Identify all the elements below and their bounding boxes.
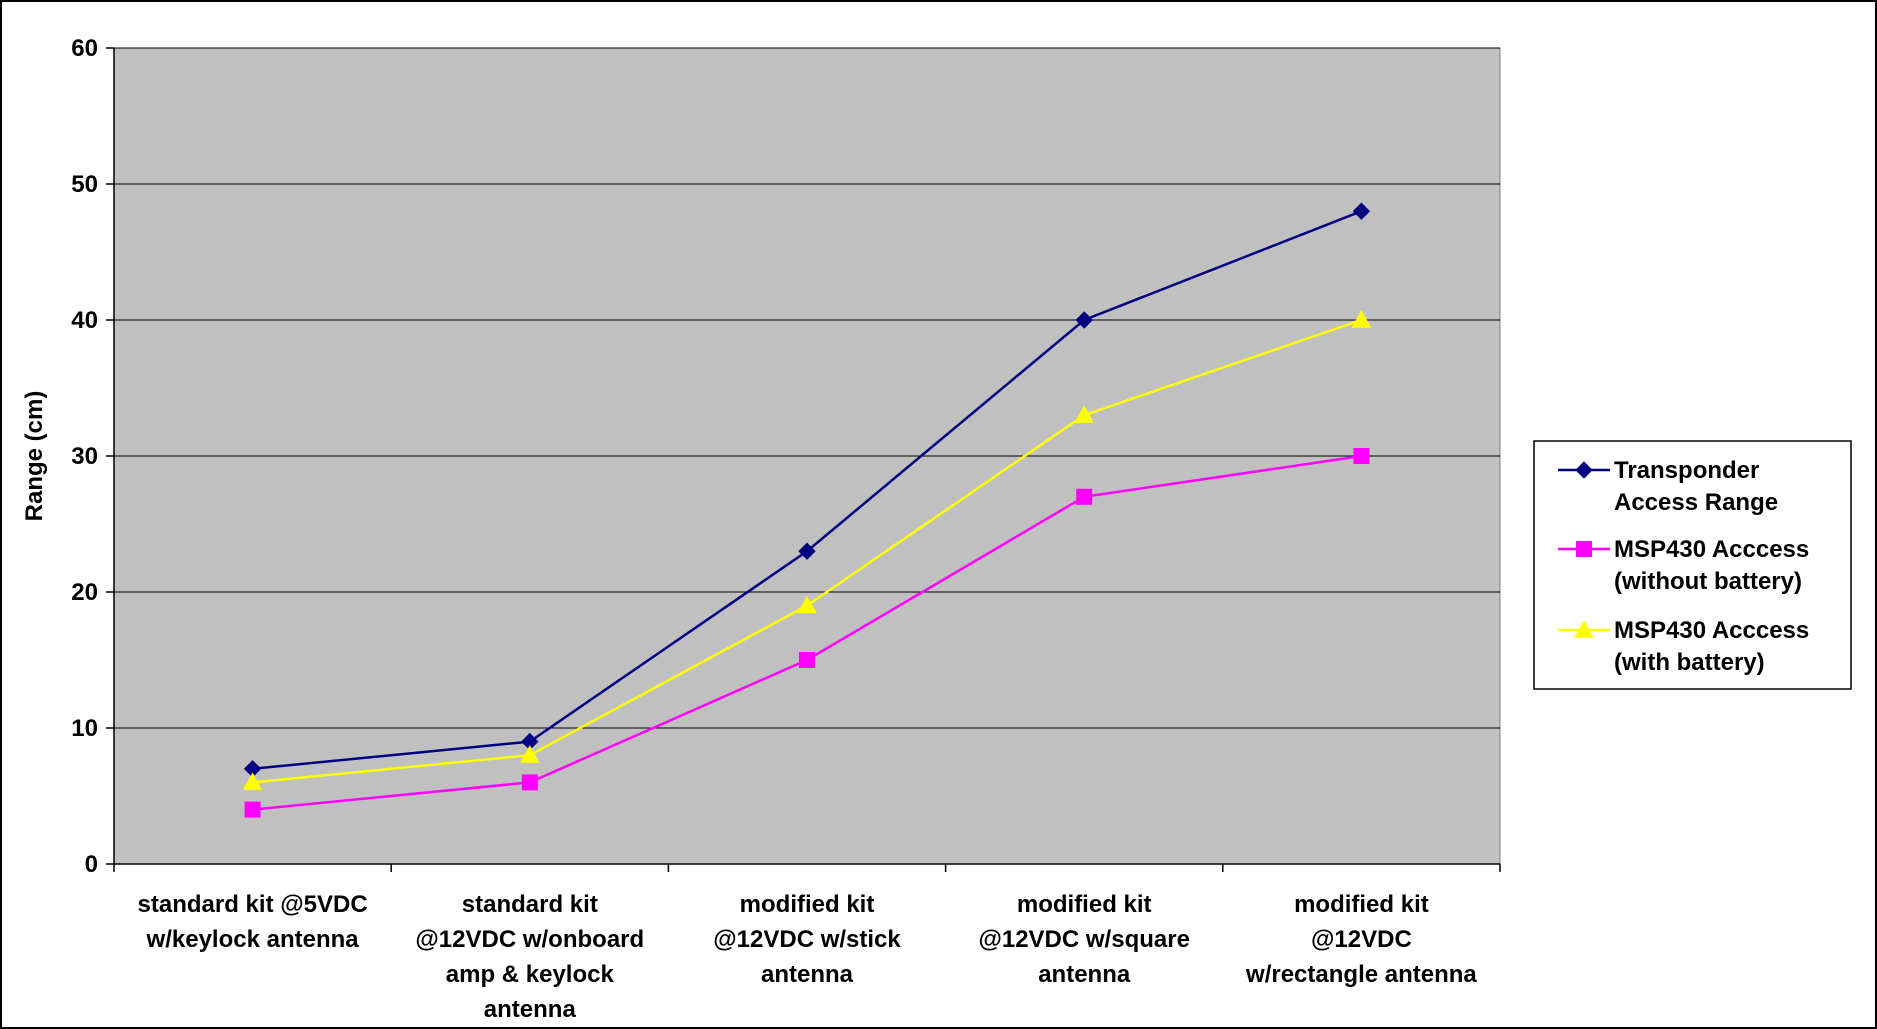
y-tick-label: 20: [71, 579, 98, 606]
x-tick-label: standard kit @5VDC w/keylock antenna: [138, 891, 368, 953]
data-point-square: [1076, 488, 1093, 505]
axes: 0 10 20 30 40 50 60 standard kit @5VDC w/keylock…: [21, 35, 1501, 1023]
series-2: [244, 448, 1370, 818]
y-tick-label: 60: [71, 35, 98, 62]
data-point-square: [244, 801, 261, 818]
gridlines: [114, 47, 1500, 729]
legend-marker-diamond: [1575, 461, 1593, 479]
x-tick-label: modified kit @12VDC w/rectangle antenna: [1245, 891, 1477, 988]
data-point-square: [521, 774, 538, 791]
data-point-diamond: [798, 542, 816, 560]
legend-label: Transponder Access Range: [1614, 457, 1778, 516]
data-point-triangle: [1351, 309, 1372, 328]
y-tick-label: 10: [71, 715, 98, 742]
data-point-diamond: [1352, 202, 1371, 220]
legend-marker-square: [1576, 541, 1592, 557]
legend-entry: MSP430 Acccess (with battery): [1558, 617, 1809, 676]
legend-entry: Transponder Access Range: [1558, 457, 1778, 516]
data-point-triangle: [797, 595, 817, 614]
x-tick-label: standard kit @12VDC w/onboard amp & keyloc…: [415, 891, 644, 1023]
data-point-square: [1353, 448, 1370, 464]
data-point-square: [799, 652, 815, 668]
y-tick-label: 40: [71, 307, 98, 334]
data-point-diamond: [1075, 311, 1093, 329]
legend-marker-triangle: [1574, 619, 1594, 638]
y-axis-title: Range (cm): [21, 391, 48, 522]
legend-box: [1533, 440, 1852, 690]
data-point-triangle: [242, 772, 263, 791]
legend-label: MSP430 Acccess (without battery): [1614, 536, 1809, 595]
x-tick-label: modified kit @12VDC w/square antenna: [978, 891, 1189, 988]
x-tick-label: modified kit @12VDC w/stick antenna: [713, 891, 901, 988]
y-tick-label: 50: [71, 171, 98, 198]
legend: Transponder Access Range MSP430 Acccess (wi…: [1533, 440, 1852, 690]
data-point-triangle: [1074, 405, 1095, 423]
series-lines: [242, 202, 1372, 818]
legend-entry: MSP430 Acccess (without battery): [1558, 536, 1809, 595]
legend-label: MSP430 Acccess (with battery): [1614, 617, 1809, 676]
data-point-triangle: [519, 745, 540, 763]
series-3: [242, 309, 1372, 791]
y-tick-label: 0: [85, 851, 98, 878]
y-tick-label: 30: [71, 443, 98, 470]
